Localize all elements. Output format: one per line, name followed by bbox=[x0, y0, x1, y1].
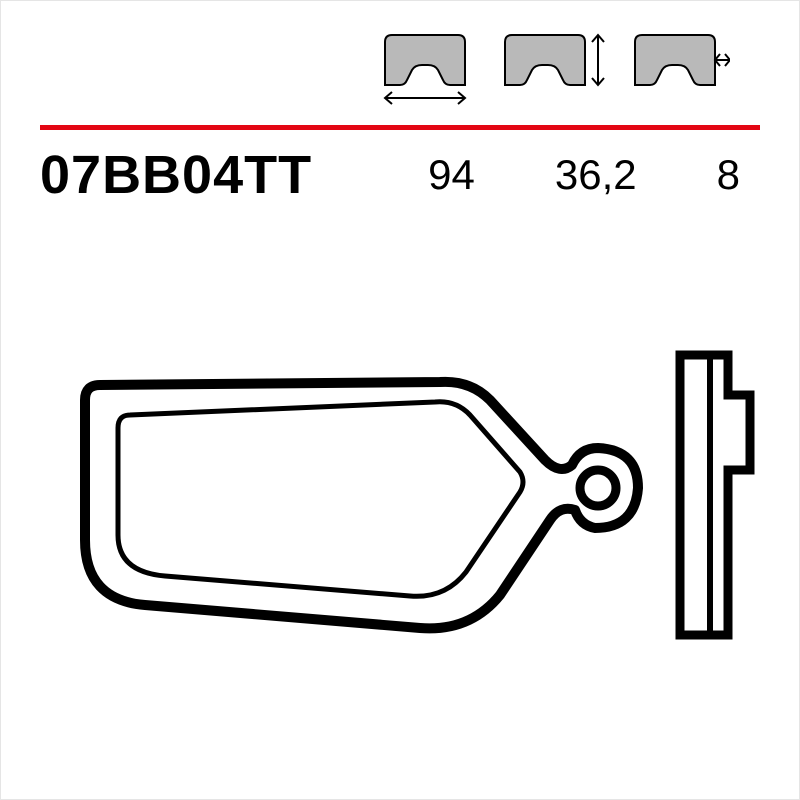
accent-separator bbox=[40, 125, 760, 130]
side-view bbox=[680, 355, 750, 635]
dimension-icons-svg bbox=[370, 30, 730, 110]
dim-thickness: 8 bbox=[717, 151, 740, 199]
spec-row: 07BB04TT 94 36,2 8 bbox=[40, 145, 760, 205]
dim-width: 94 bbox=[428, 151, 475, 199]
dimension-icons bbox=[370, 30, 730, 110]
dim-height: 36,2 bbox=[555, 151, 637, 199]
front-view bbox=[85, 382, 638, 629]
brake-pad-diagram bbox=[40, 260, 760, 740]
diagram-area bbox=[40, 260, 760, 740]
dimensions-group: 94 36,2 8 bbox=[428, 151, 760, 199]
part-number: 07BB04TT bbox=[40, 144, 312, 206]
canvas: 07BB04TT 94 36,2 8 bbox=[0, 0, 800, 800]
